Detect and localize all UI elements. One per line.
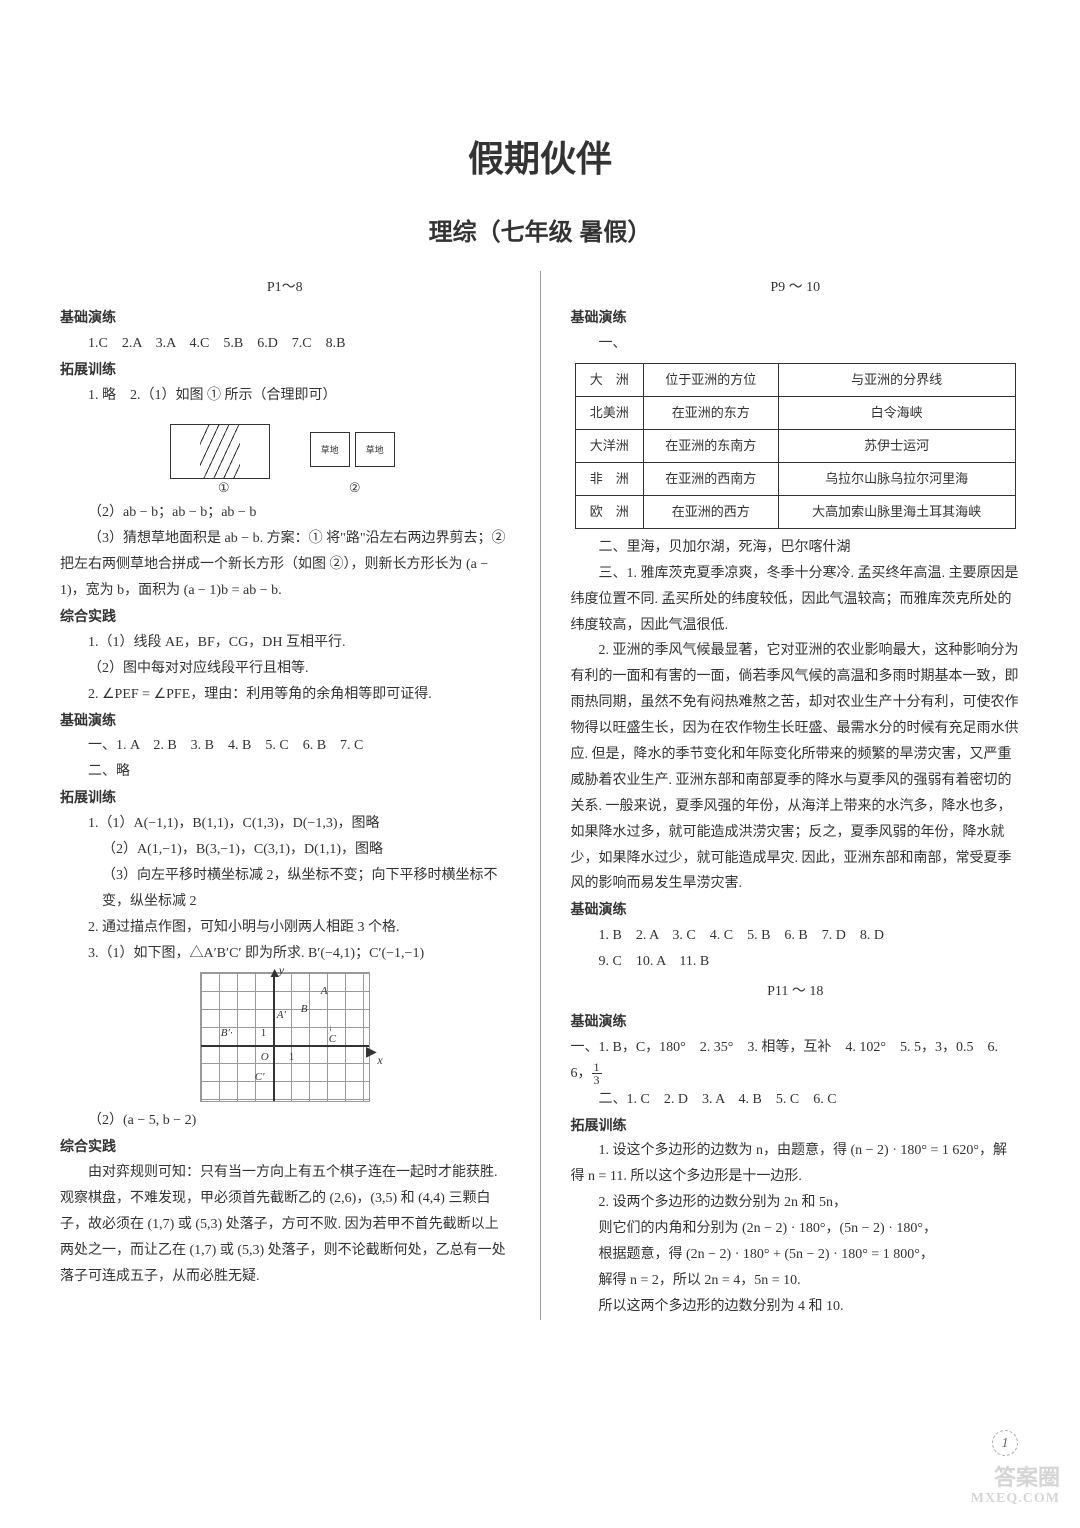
- page-range-left: P1～8: [60, 275, 510, 301]
- expand2-q2: 2. 通过描点作图，可知小明与小刚两人相距 3 个格.: [60, 915, 510, 941]
- heading-basic2-r: 基础演练: [571, 897, 1021, 923]
- td: 在亚洲的西方: [643, 495, 778, 528]
- th-0: 大 洲: [576, 363, 644, 396]
- expand-q2: （2）ab − b；ab − b；ab − b: [60, 500, 510, 526]
- heading-expand: 拓展训练: [60, 357, 510, 383]
- figure-1: 草地 草地 ① ②: [170, 414, 400, 494]
- heading-basic3-r: 基础演练: [571, 1009, 1021, 1035]
- r-three2: 2. 亚洲的季风气候最显著，它对亚洲的农业影响最大，这种影响分为有利的一面和有害…: [571, 638, 1021, 897]
- heading-expand2: 拓展训练: [60, 785, 510, 811]
- practice-q2: 2. ∠PEF = ∠PFE，理由：利用等角的余角相等即可证得.: [60, 682, 510, 708]
- grid-1x: 1: [289, 1047, 295, 1067]
- watermark-bottom: MXEQ.COM: [971, 1491, 1060, 1508]
- grid-Cp: C′: [255, 1067, 265, 1087]
- r-three1: 三、1. 雅库茨克夏季凉爽，冬季十分寒冷. 孟买终年高温. 主要原因是纬度位置不…: [571, 561, 1021, 639]
- heading-expand-r: 拓展训练: [571, 1113, 1021, 1139]
- td: 在亚洲的东南方: [643, 429, 778, 462]
- fig1-box-b: 草地: [355, 432, 395, 467]
- td: 大洋洲: [576, 429, 644, 462]
- expand2-q1c: （3）向左平移时横坐标减 2，纵坐标不变；向下平移时横坐标不变，纵坐标减 2: [60, 863, 510, 915]
- heading-basic2: 基础演练: [60, 708, 510, 734]
- basic2-a: 一、1. A 2. B 3. B 4. B 5. C 6. B 7. C: [60, 733, 510, 759]
- main-title: 假期伙伴: [60, 130, 1020, 182]
- expand2-q3b: （2）(a − 5, b − 2): [60, 1108, 510, 1134]
- expand-q1: 1. 略 2.（1）如图 ① 所示（合理即可）: [60, 383, 510, 409]
- fraction-icon: 13: [592, 1061, 602, 1086]
- r-basic2-b: 9. C 10. A 11. B: [571, 949, 1021, 975]
- heading-basic-r: 基础演练: [571, 305, 1021, 331]
- heading-basic: 基础演练: [60, 305, 510, 331]
- r-expand-q1: 1. 设这个多边形的边数为 n，由题意，得 (n − 2) · 180° = 1…: [571, 1138, 1021, 1190]
- fig1-label-2: ②: [345, 476, 365, 500]
- grid-A: A: [321, 981, 328, 1001]
- heading-practice2: 综合实践: [60, 1134, 510, 1160]
- r-two: 二、里海，贝加尔湖，死海，巴尔喀什湖: [571, 535, 1021, 561]
- td: 苏伊士运河: [778, 429, 1015, 462]
- heading-practice: 综合实践: [60, 604, 510, 630]
- frac-d: 3: [592, 1074, 602, 1086]
- td: 在亚洲的东方: [643, 396, 778, 429]
- expand2-q1a: 1.（1）A(−1,1)，B(1,1)，C(1,3)，D(−1,3)，图略: [60, 811, 510, 837]
- grid-1y: 1: [261, 1023, 267, 1043]
- grid-Bp: B′: [221, 1023, 230, 1043]
- table-row: 非 洲 在亚洲的西南方 乌拉尔山脉乌拉尔河里海: [576, 462, 1016, 495]
- grid-O: O: [261, 1047, 269, 1067]
- practice-q1b: （2）图中每对对应线段平行且相等.: [60, 656, 510, 682]
- td: 在亚洲的西南方: [643, 462, 778, 495]
- practice-q1: 1.（1）线段 AE，BF，CG，DH 互相平行.: [60, 630, 510, 656]
- td: 欧 洲: [576, 495, 644, 528]
- sub-title: 理综（七年级 暑假）: [60, 212, 1020, 247]
- expand2-q1b: （2）A(1,−1)，B(3,−1)，C(3,1)，D(1,1)，图略: [60, 837, 510, 863]
- r-expand-q2c: 根据题意，得 (2n − 2) · 180° + (5n − 2) · 180°…: [571, 1242, 1021, 1268]
- page-range-right2: P11 ～ 18: [571, 979, 1021, 1005]
- r-basic3-b: 二、1. C 2. D 3. A 4. B 5. C 6. C: [571, 1087, 1021, 1113]
- fig1-box-a: 草地: [310, 432, 350, 467]
- grid-B: B: [301, 999, 308, 1019]
- td: 白令海峡: [778, 396, 1015, 429]
- r-expand-q2e: 所以这两个多边形的边数分别为 4 和 10.: [571, 1294, 1021, 1320]
- td: 非 洲: [576, 462, 644, 495]
- td: 北美洲: [576, 396, 644, 429]
- grid-y: y: [279, 959, 284, 981]
- label-one: 一、: [571, 331, 1021, 357]
- page-number: 1: [992, 1430, 1018, 1456]
- r-expand-q2b: 则它们的内角和分别为 (2n − 2) · 180°，(5n − 2) · 18…: [571, 1216, 1021, 1242]
- th-2: 与亚洲的分界线: [778, 363, 1015, 396]
- table-row: 北美洲 在亚洲的东方 白令海峡: [576, 396, 1016, 429]
- r-expand-q2d: 解得 n = 2，所以 2n = 4，5n = 10.: [571, 1268, 1021, 1294]
- fig1-label-1: ①: [214, 476, 234, 500]
- watermark: 答案圈 MXEQ.COM: [971, 1465, 1060, 1508]
- grid-C: C: [329, 1029, 336, 1049]
- basic2-b: 二、略: [60, 759, 510, 785]
- table-row: 欧 洲 在亚洲的西方 大高加索山脉里海土耳其海峡: [576, 495, 1016, 528]
- figure-grid: ▶▲ O 1 1 x y A B A′ B′ C C′: [200, 972, 370, 1102]
- column-divider: [540, 271, 541, 1320]
- r-expand-q2a: 2. 设两个多边形的边数分别为 2n 和 5n，: [571, 1190, 1021, 1216]
- th-1: 位于亚洲的方位: [643, 363, 778, 396]
- right-column: P9 ～ 10 基础演练 一、 大 洲 位于亚洲的方位 与亚洲的分界线 北美洲 …: [571, 271, 1021, 1320]
- expand-q3: （3）猜想草地面积是 ab − b. 方案：① 将"路"沿左右两边界剪去；② 把…: [60, 526, 510, 604]
- two-column-layout: P1～8 基础演练 1.C 2.A 3.A 4.C 5.B 6.D 7.C 8.…: [60, 271, 1020, 1320]
- continent-table: 大 洲 位于亚洲的方位 与亚洲的分界线 北美洲 在亚洲的东方 白令海峡 大洋洲 …: [575, 363, 1016, 529]
- practice2-p: 由对弈规则可知：只有当一方向上有五个棋子连在一起时才能获胜. 观察棋盘，不难发现…: [60, 1160, 510, 1289]
- r-basic3-a-text: 一、1. B，C，180° 2. 35° 3. 相等，互补 4. 102° 5.…: [571, 1040, 998, 1081]
- r-basic3-a: 一、1. B，C，180° 2. 35° 3. 相等，互补 4. 102° 5.…: [571, 1035, 1021, 1087]
- table-row: 大洋洲 在亚洲的东南方 苏伊士运河: [576, 429, 1016, 462]
- left-column: P1～8 基础演练 1.C 2.A 3.A 4.C 5.B 6.D 7.C 8.…: [60, 271, 510, 1320]
- td: 乌拉尔山脉乌拉尔河里海: [778, 462, 1015, 495]
- table-header-row: 大 洲 位于亚洲的方位 与亚洲的分界线: [576, 363, 1016, 396]
- answers-basic1: 1.C 2.A 3.A 4.C 5.B 6.D 7.C 8.B: [60, 331, 510, 357]
- td: 大高加索山脉里海土耳其海峡: [778, 495, 1015, 528]
- r-basic2-a: 1. B 2. A 3. C 4. C 5. B 6. B 7. D 8. D: [571, 923, 1021, 949]
- expand2-q3: 3.（1）如下图，△A′B′C′ 即为所求. B′(−4,1)；C′(−1,−1…: [60, 941, 510, 967]
- grid-x: x: [377, 1049, 382, 1071]
- watermark-top: 答案圈: [971, 1465, 1060, 1491]
- grid-Ap: A′: [277, 1005, 286, 1025]
- page-range-right1: P9 ～ 10: [571, 275, 1021, 301]
